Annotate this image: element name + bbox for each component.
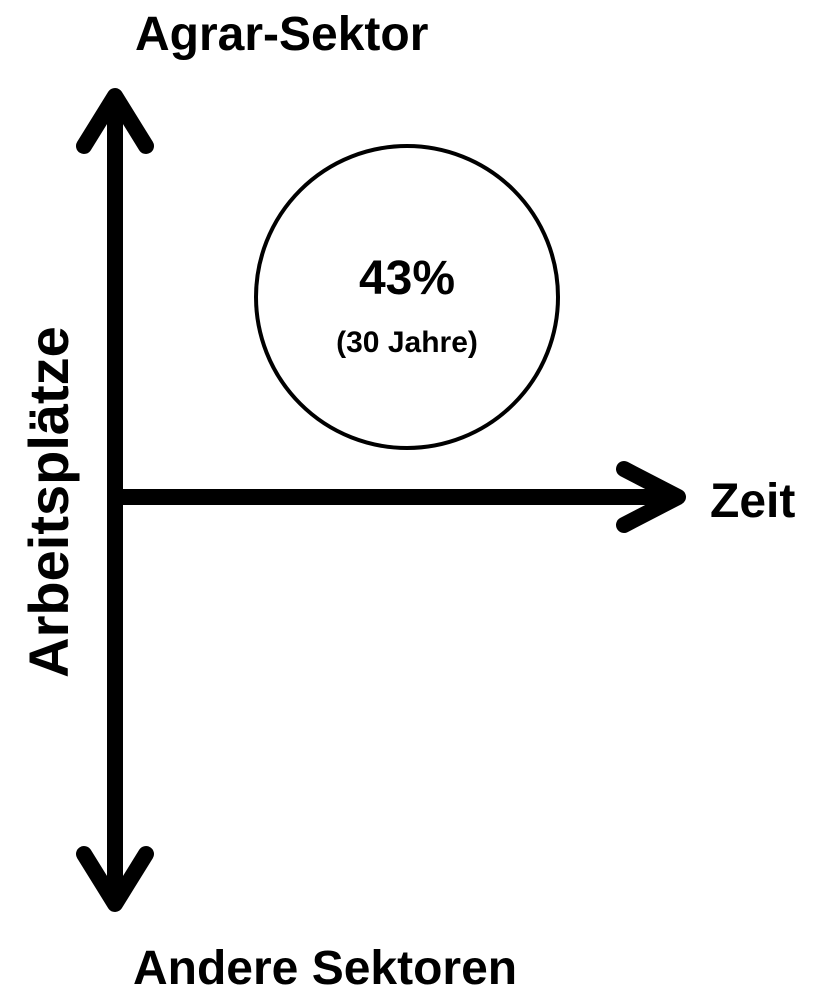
arrow-down xyxy=(76,846,154,912)
bottom-label: Andere Sektoren xyxy=(133,942,517,990)
vertical-label: Arbeitsplätze xyxy=(17,326,80,678)
circle-note: (30 Jahre) xyxy=(336,326,478,359)
circle xyxy=(254,144,560,450)
arrow-right xyxy=(616,461,686,533)
arrow-up xyxy=(76,88,154,154)
horizontal-label: Zeit xyxy=(710,475,795,528)
top-label: Agrar-Sektor xyxy=(135,8,428,61)
axes xyxy=(76,88,686,912)
circle-value: 43% xyxy=(359,252,455,305)
